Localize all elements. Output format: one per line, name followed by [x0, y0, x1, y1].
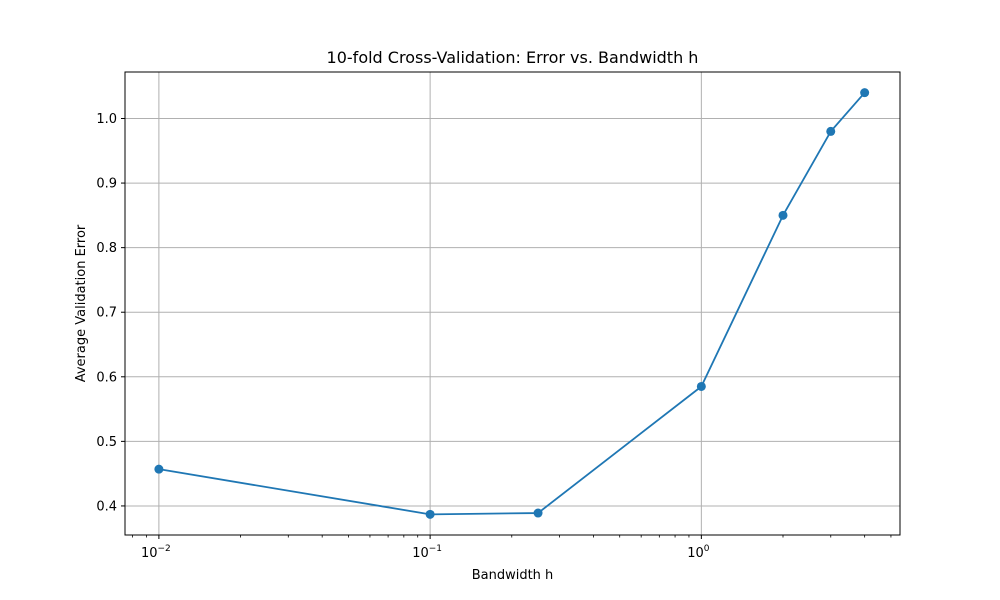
x-tick-exponent: −2	[158, 544, 171, 554]
data-point	[778, 210, 788, 220]
plot-frame	[124, 71, 901, 536]
x-tick-base: 10	[412, 546, 429, 561]
x-axis-label: Bandwidth h	[472, 568, 554, 583]
y-tick-label: 1.0	[96, 112, 117, 127]
x-tick-label: 10−1	[412, 544, 442, 561]
y-tick-label: 0.6	[96, 370, 117, 385]
chart-title: 10-fold Cross-Validation: Error vs. Band…	[327, 48, 699, 67]
y-tick-label: 0.4	[96, 499, 117, 514]
data-point	[696, 381, 706, 391]
data-point	[533, 508, 543, 518]
series-line	[158, 92, 866, 516]
grid	[125, 72, 900, 535]
x-tick-base: 10	[141, 546, 158, 561]
y-tick-label: 0.5	[96, 435, 117, 450]
y-tick-label: 0.8	[96, 241, 117, 256]
x-tick-exponent: −1	[429, 544, 442, 554]
axis-ticks: 0.40.50.60.70.80.91.010−2 10−1 100	[96, 112, 892, 561]
data-point	[826, 126, 836, 136]
x-tick-label: 10−2	[141, 544, 171, 561]
data-point	[154, 464, 164, 474]
y-tick-label: 0.9	[96, 177, 117, 192]
x-tick-label: 100	[687, 544, 710, 561]
y-axis-label: Average Validation Error	[74, 224, 89, 382]
x-tick-base: 10	[687, 546, 704, 561]
x-tick-exponent: 0	[704, 544, 710, 554]
data-point	[860, 88, 870, 98]
y-tick-label: 0.7	[96, 306, 117, 321]
data-point	[425, 509, 435, 519]
plot-series	[154, 88, 870, 519]
